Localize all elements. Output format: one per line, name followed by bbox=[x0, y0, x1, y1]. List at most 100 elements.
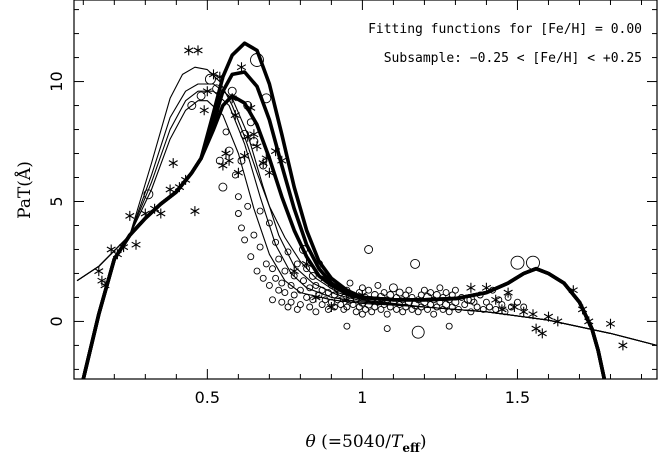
thick-fit-curve bbox=[81, 94, 607, 379]
circle-point bbox=[244, 202, 252, 210]
circle-point bbox=[383, 310, 391, 318]
circle-point bbox=[399, 308, 407, 316]
circle-point bbox=[293, 305, 301, 313]
circle-point bbox=[479, 305, 487, 313]
circle-point bbox=[346, 279, 354, 287]
circle-point bbox=[405, 286, 413, 294]
circle-point bbox=[486, 303, 493, 311]
circle-point bbox=[414, 296, 422, 304]
circle-point bbox=[358, 310, 366, 318]
circle-point bbox=[402, 291, 410, 299]
circle-point bbox=[510, 255, 525, 270]
star-point bbox=[119, 242, 129, 253]
star-point bbox=[233, 167, 243, 178]
circle-point bbox=[365, 286, 373, 294]
circle-point bbox=[430, 310, 438, 318]
circle-point bbox=[256, 207, 264, 215]
circle-point bbox=[386, 291, 395, 299]
circle-point bbox=[458, 293, 466, 301]
circle-point bbox=[451, 286, 459, 294]
star-point bbox=[605, 318, 616, 329]
star-point bbox=[184, 45, 194, 56]
circle-point bbox=[374, 281, 382, 289]
circle-point bbox=[269, 296, 276, 304]
star-point bbox=[584, 316, 594, 327]
star-point bbox=[553, 316, 563, 327]
circle-point bbox=[442, 300, 451, 309]
star-point bbox=[215, 71, 225, 82]
star-point bbox=[568, 285, 578, 296]
circle-point bbox=[466, 295, 476, 305]
circle-point bbox=[312, 281, 320, 289]
circle-point bbox=[187, 101, 197, 110]
annotation-fit: Fitting functions for [Fe/H] = 0.00 bbox=[368, 22, 642, 37]
circle-point bbox=[281, 289, 289, 297]
circle-point bbox=[259, 274, 267, 282]
circle-point bbox=[250, 231, 258, 239]
circle-point bbox=[414, 308, 422, 316]
circle-point bbox=[256, 243, 264, 251]
star-point bbox=[168, 158, 178, 169]
circle-point bbox=[439, 293, 447, 301]
circle-point bbox=[312, 308, 320, 316]
star-point bbox=[100, 280, 110, 291]
circle-point bbox=[463, 295, 472, 304]
star-point bbox=[466, 282, 476, 293]
circle-point bbox=[331, 291, 338, 299]
star-point bbox=[199, 105, 209, 116]
star-point bbox=[239, 150, 250, 161]
star-point bbox=[311, 292, 321, 303]
star-point bbox=[243, 131, 253, 142]
circle-point bbox=[396, 301, 404, 309]
circle-point bbox=[514, 298, 521, 306]
star-point bbox=[165, 184, 175, 195]
circle-point bbox=[196, 91, 206, 101]
y-tick-label: 5 bbox=[47, 196, 66, 206]
point-group bbox=[94, 45, 628, 351]
circle-point bbox=[337, 289, 345, 297]
star-point bbox=[543, 311, 554, 322]
circle-point bbox=[218, 182, 228, 192]
star-point bbox=[503, 287, 513, 298]
circle-point bbox=[308, 271, 317, 280]
circle-point bbox=[275, 286, 283, 294]
circle-point bbox=[433, 303, 441, 311]
circle-point bbox=[420, 298, 429, 307]
circle-point bbox=[389, 298, 397, 306]
circle-point bbox=[296, 301, 304, 309]
circle-point bbox=[265, 219, 273, 227]
y-axis-label: PaT(Å) bbox=[14, 161, 35, 219]
star-point bbox=[277, 155, 287, 166]
circle-point bbox=[262, 260, 270, 268]
circle-point bbox=[321, 296, 329, 304]
star-point bbox=[230, 110, 240, 121]
circle-point bbox=[388, 283, 398, 293]
star-point bbox=[221, 148, 231, 159]
thin-fit-curve bbox=[76, 83, 657, 346]
star-point bbox=[131, 239, 141, 250]
circle-point bbox=[327, 281, 335, 289]
circle-point bbox=[324, 289, 332, 297]
thick-fit-curve bbox=[81, 70, 607, 379]
x-axis-label: θ (=5040/Teff) bbox=[306, 432, 427, 455]
circle-point bbox=[296, 286, 304, 294]
star-point bbox=[326, 302, 336, 312]
circle-point bbox=[299, 245, 308, 254]
circle-point bbox=[278, 279, 286, 287]
star-point bbox=[202, 86, 212, 97]
circle-point bbox=[306, 284, 314, 292]
circle-point bbox=[337, 301, 345, 309]
circle-point bbox=[445, 322, 453, 330]
circle-point bbox=[272, 274, 280, 282]
star-point bbox=[537, 328, 547, 339]
star-point bbox=[193, 45, 203, 56]
star-point bbox=[301, 258, 312, 269]
star-point bbox=[509, 302, 519, 312]
circle-point bbox=[380, 301, 388, 309]
circle-point bbox=[287, 281, 295, 289]
circle-point bbox=[399, 296, 407, 304]
circle-point bbox=[411, 325, 425, 339]
circle-point bbox=[352, 308, 360, 316]
annotation-subsample: Subsample: −0.25 < [Fe/H] < +0.25 bbox=[384, 51, 642, 66]
circle-point bbox=[241, 236, 249, 244]
